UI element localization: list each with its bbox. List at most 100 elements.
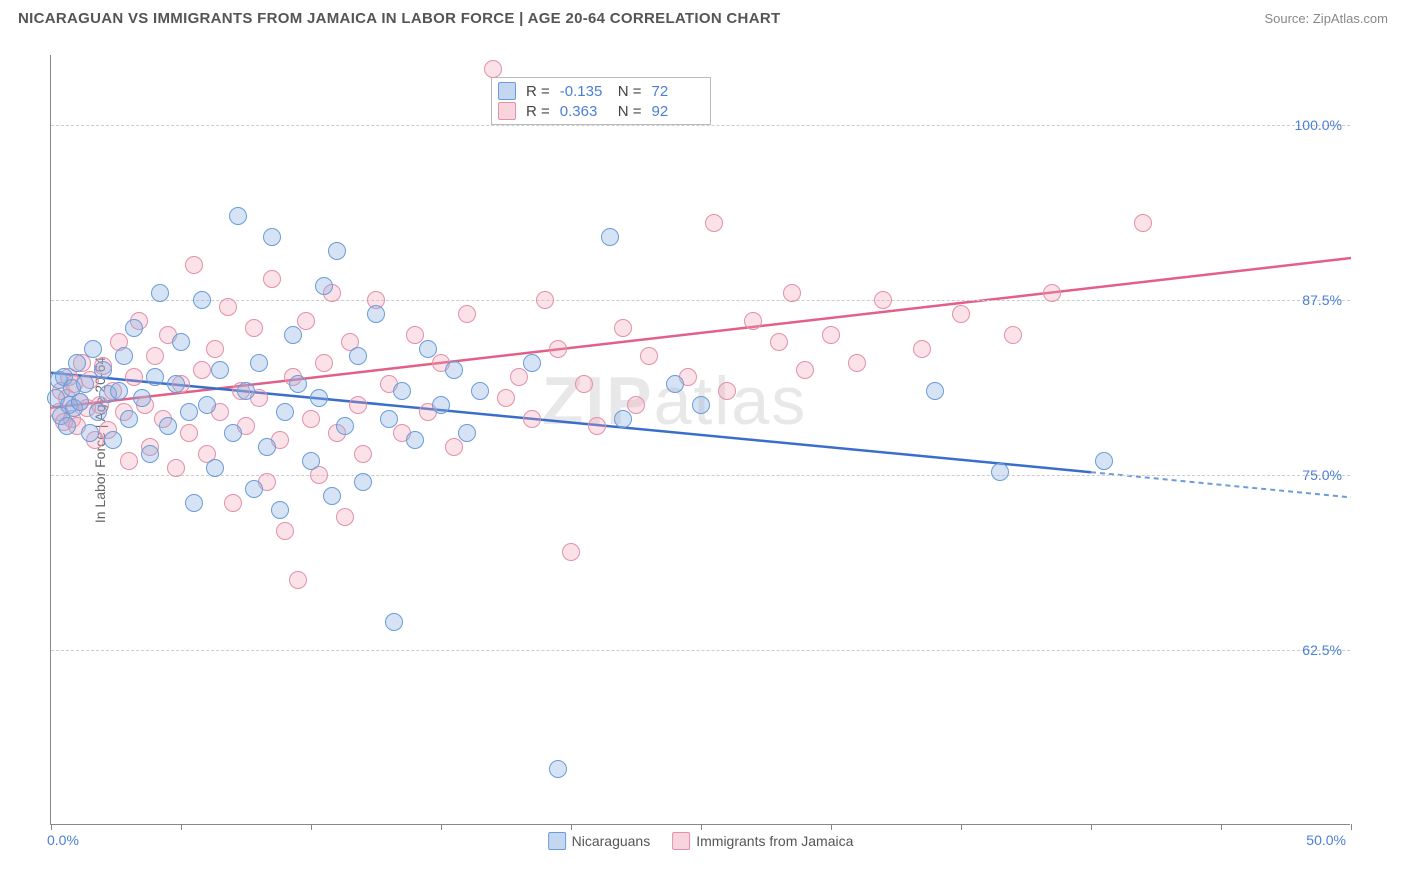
trend-lines xyxy=(51,55,1351,825)
scatter-point-pink xyxy=(219,298,237,316)
scatter-point-pink xyxy=(167,459,185,477)
scatter-point-pink xyxy=(302,410,320,428)
scatter-point-pink xyxy=(913,340,931,358)
scatter-point-blue xyxy=(614,410,632,428)
scatter-point-blue xyxy=(289,375,307,393)
scatter-point-pink xyxy=(796,361,814,379)
scatter-point-pink xyxy=(245,319,263,337)
scatter-point-blue xyxy=(146,368,164,386)
scatter-point-blue xyxy=(245,480,263,498)
scatter-point-pink xyxy=(770,333,788,351)
scatter-point-blue xyxy=(198,396,216,414)
x-axis-min-label: 0.0% xyxy=(47,832,79,848)
scatter-point-blue xyxy=(445,361,463,379)
swatch-pink-icon xyxy=(672,832,690,850)
scatter-point-blue xyxy=(458,424,476,442)
y-tick-label: 75.0% xyxy=(1302,467,1342,483)
scatter-point-blue xyxy=(666,375,684,393)
scatter-point-blue xyxy=(393,382,411,400)
y-tick-label: 87.5% xyxy=(1302,292,1342,308)
scatter-point-blue xyxy=(354,473,372,491)
legend-item-pink: Immigrants from Jamaica xyxy=(672,832,853,850)
gridline xyxy=(51,300,1350,301)
scatter-point-pink xyxy=(549,340,567,358)
scatter-point-blue xyxy=(172,333,190,351)
swatch-pink-icon xyxy=(498,102,516,120)
x-tick xyxy=(51,824,52,830)
stats-row-blue: R = -0.135 N = 72 xyxy=(498,81,700,101)
y-tick-label: 100.0% xyxy=(1295,117,1342,133)
x-tick xyxy=(441,824,442,830)
scatter-point-blue xyxy=(71,393,89,411)
x-tick xyxy=(831,824,832,830)
y-tick-label: 62.5% xyxy=(1302,642,1342,658)
scatter-point-blue xyxy=(328,242,346,260)
scatter-point-pink xyxy=(354,445,372,463)
scatter-point-blue xyxy=(224,424,242,442)
scatter-point-blue xyxy=(159,417,177,435)
swatch-blue-icon xyxy=(498,82,516,100)
scatter-point-blue xyxy=(385,613,403,631)
x-tick xyxy=(1351,824,1352,830)
n-value-pink: 92 xyxy=(652,103,700,120)
scatter-point-blue xyxy=(84,340,102,358)
scatter-point-blue xyxy=(336,417,354,435)
scatter-point-blue xyxy=(120,410,138,428)
scatter-point-blue xyxy=(133,389,151,407)
scatter-point-pink xyxy=(744,312,762,330)
gridline xyxy=(51,650,1350,651)
plot-area: In Labor Force | Age 20-64 ZIPatlas R = … xyxy=(50,55,1350,825)
scatter-point-pink xyxy=(627,396,645,414)
scatter-point-pink xyxy=(523,410,541,428)
scatter-point-blue xyxy=(167,375,185,393)
scatter-point-pink xyxy=(263,270,281,288)
scatter-point-blue xyxy=(115,347,133,365)
scatter-point-pink xyxy=(1043,284,1061,302)
scatter-point-blue xyxy=(926,382,944,400)
scatter-point-blue xyxy=(125,319,143,337)
x-axis-max-label: 50.0% xyxy=(1306,832,1346,848)
chart-container: In Labor Force | Age 20-64 ZIPatlas R = … xyxy=(50,35,1390,855)
header: NICARAGUAN VS IMMIGRANTS FROM JAMAICA IN… xyxy=(0,0,1406,35)
scatter-point-blue xyxy=(263,228,281,246)
scatter-point-pink xyxy=(484,60,502,78)
scatter-point-pink xyxy=(718,382,736,400)
x-tick xyxy=(701,824,702,830)
scatter-point-blue xyxy=(471,382,489,400)
scatter-point-blue xyxy=(211,361,229,379)
scatter-point-pink xyxy=(146,347,164,365)
scatter-point-pink xyxy=(614,319,632,337)
source-text: Source: ZipAtlas.com xyxy=(1264,11,1388,26)
scatter-point-blue xyxy=(302,452,320,470)
scatter-point-pink xyxy=(224,494,242,512)
scatter-point-pink xyxy=(180,424,198,442)
scatter-point-blue xyxy=(94,361,112,379)
scatter-point-pink xyxy=(783,284,801,302)
scatter-point-blue xyxy=(380,410,398,428)
scatter-point-pink xyxy=(1004,326,1022,344)
scatter-point-pink xyxy=(952,305,970,323)
scatter-point-pink xyxy=(206,340,224,358)
scatter-point-blue xyxy=(258,438,276,456)
n-value-blue: 72 xyxy=(652,83,700,100)
watermark: ZIPatlas xyxy=(542,362,807,440)
scatter-point-blue xyxy=(323,487,341,505)
scatter-point-blue xyxy=(250,354,268,372)
scatter-point-pink xyxy=(336,508,354,526)
scatter-point-blue xyxy=(549,760,567,778)
stats-row-pink: R = 0.363 N = 92 xyxy=(498,101,700,121)
scatter-point-pink xyxy=(848,354,866,372)
scatter-point-blue xyxy=(601,228,619,246)
r-value-blue: -0.135 xyxy=(560,83,608,100)
gridline xyxy=(51,125,1350,126)
legend-item-blue: Nicaraguans xyxy=(548,832,651,850)
scatter-point-blue xyxy=(110,382,128,400)
scatter-point-blue xyxy=(406,431,424,449)
scatter-point-blue xyxy=(193,291,211,309)
scatter-point-pink xyxy=(125,368,143,386)
scatter-point-pink xyxy=(1134,214,1152,232)
scatter-point-blue xyxy=(1095,452,1113,470)
scatter-point-blue xyxy=(284,326,302,344)
scatter-point-blue xyxy=(692,396,710,414)
x-tick xyxy=(311,824,312,830)
